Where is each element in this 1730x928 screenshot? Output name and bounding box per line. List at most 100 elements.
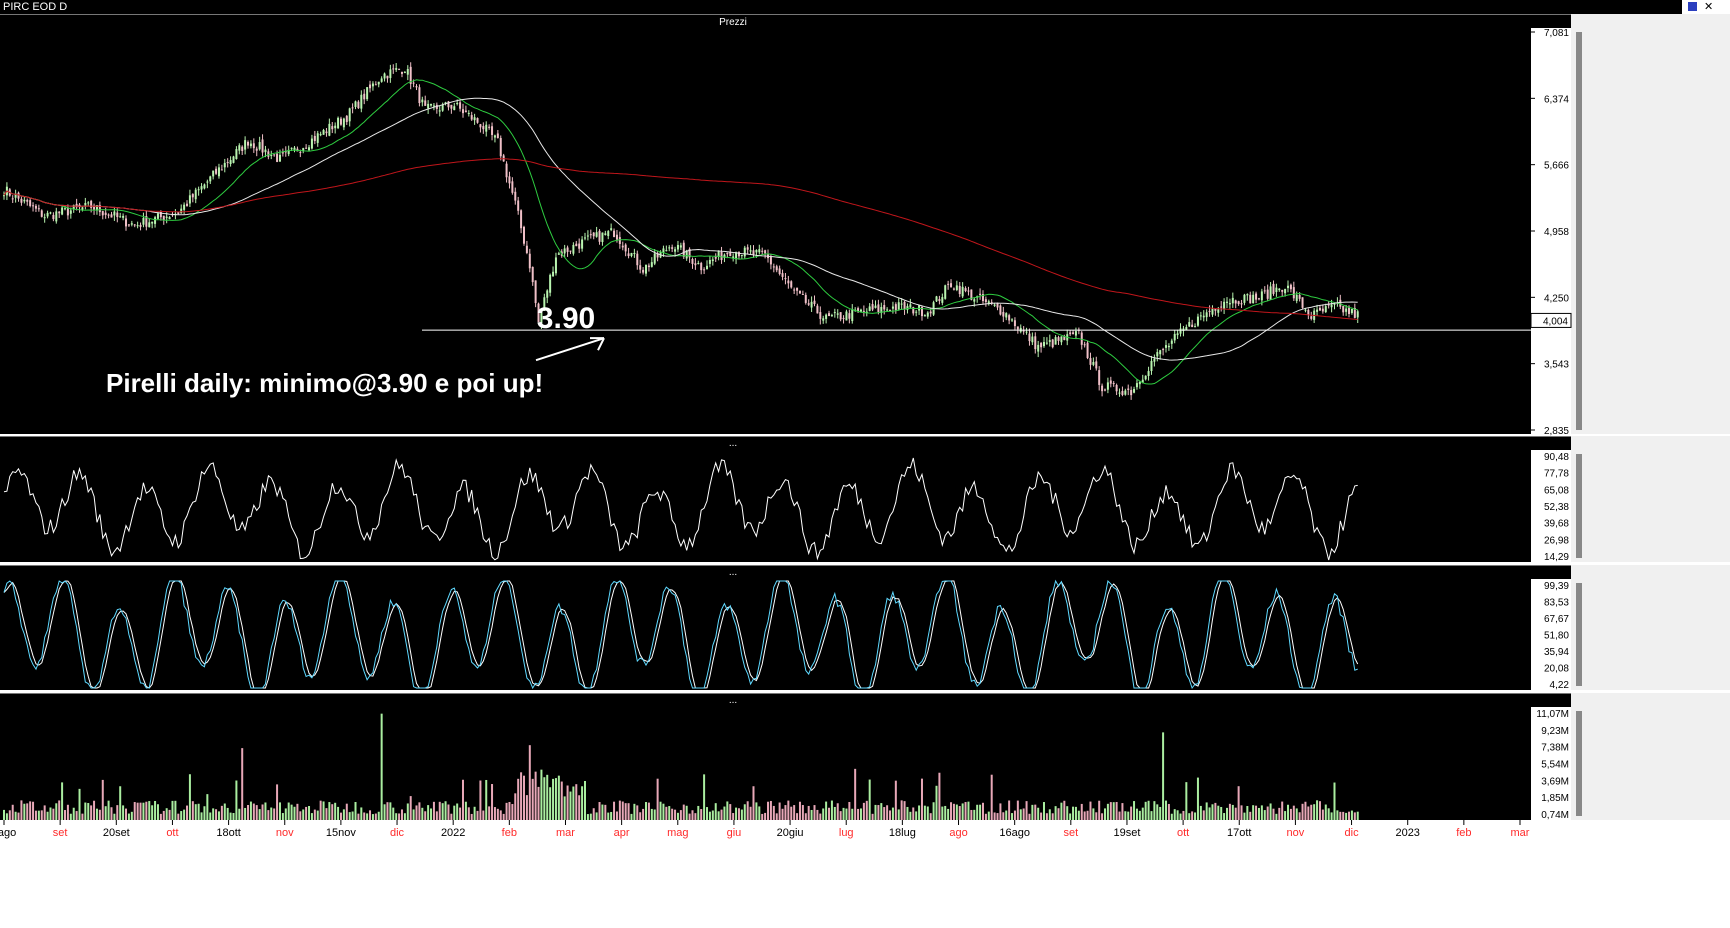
price-candle: [543, 297, 546, 311]
time-axis-label: 15nov: [326, 827, 356, 839]
price-candle: [845, 311, 848, 321]
g-osc-tick-label: 77,78: [1544, 469, 1569, 480]
volume-bar: [261, 804, 264, 820]
price-candle: [1118, 392, 1121, 394]
volume-bar: [281, 813, 284, 820]
volume-bar: [107, 800, 110, 820]
price-candle: [552, 271, 555, 277]
price-candle: [1106, 382, 1109, 390]
volume-bar: [75, 811, 78, 820]
time-axis-label: 18ott: [216, 827, 240, 839]
volume-bar: [560, 781, 563, 820]
volume-bar: [101, 779, 104, 820]
volume-bar: [162, 810, 165, 820]
volume-bar: [740, 809, 743, 820]
volume-bar: [955, 804, 958, 820]
oscillator-panel: ... 90,48 77,78 65,08 52,38 39,68 26,98 14,29: [0, 436, 1730, 563]
volume-bar: [1054, 806, 1057, 820]
volume-bar: [450, 813, 453, 820]
volume-bar: [993, 812, 996, 820]
volume-bar: [958, 806, 961, 820]
volume-bar: [967, 801, 970, 820]
price-candle: [406, 69, 409, 75]
price-candle: [1037, 344, 1040, 352]
price-candle: [113, 211, 116, 216]
price-candle: [1101, 385, 1104, 392]
price-candle: [1074, 331, 1077, 336]
price-candle: [874, 305, 877, 308]
volume-bar: [151, 805, 154, 820]
price-candle: [1330, 304, 1333, 308]
volume-bar: [639, 812, 642, 820]
volume-bar: [278, 802, 281, 820]
volume-bar: [34, 810, 37, 820]
volume-bar: [220, 805, 223, 820]
volume-bar: [412, 809, 415, 820]
volume-bar: [607, 812, 610, 820]
volume-bar: [1281, 801, 1284, 820]
price-candle: [859, 309, 862, 312]
price-candle: [217, 167, 220, 177]
price-candle: [528, 253, 531, 269]
volume-bar: [615, 811, 618, 820]
volume-bar: [903, 801, 906, 820]
price-candle: [110, 214, 113, 218]
time-axis-label: ott: [1177, 827, 1189, 839]
price-candle: [973, 299, 976, 302]
price-candle: [98, 205, 101, 213]
price-candle: [798, 290, 801, 294]
volume-bar: [1199, 805, 1202, 820]
price-candle: [961, 286, 964, 297]
price-candle: [566, 247, 569, 252]
volume-bar: [636, 805, 639, 820]
price-candle: [1135, 383, 1138, 388]
volume-bar: [621, 801, 624, 820]
price-candle: [1127, 388, 1130, 390]
volume-bar: [52, 808, 55, 820]
volume-bar: [1013, 810, 1016, 820]
price-candle: [645, 264, 648, 274]
price-candle: [369, 84, 372, 89]
price-scroll-area: [1571, 14, 1730, 434]
price-candle: [328, 123, 331, 136]
price-candle: [116, 212, 119, 218]
price-candle: [1051, 339, 1054, 348]
volume-bar: [331, 804, 334, 820]
price-candle: [139, 224, 142, 227]
stock-chart[interactable]: Prezzi 7,081 6,374 5,666 4,958 4,250 3,543 2,83…: [0, 14, 1730, 928]
volume-bar: [461, 779, 464, 820]
price-candle: [1284, 288, 1287, 294]
price-candle: [979, 293, 982, 296]
price-tick-label: 2,835: [1544, 426, 1569, 437]
price-candle: [450, 104, 453, 109]
price-candle: [784, 278, 787, 280]
volume-bar: [708, 811, 711, 820]
price-candle: [1098, 370, 1101, 385]
price-candle: [461, 109, 464, 114]
time-axis-label: 20giu: [777, 827, 804, 839]
price-candle: [305, 147, 308, 149]
volume-bar: [406, 803, 409, 820]
price-candle: [1240, 303, 1243, 305]
price-candle: [775, 266, 778, 271]
volume-bar: [430, 808, 433, 820]
volume-bar: [392, 807, 395, 820]
volume-bar: [1057, 808, 1060, 820]
volume-bar: [290, 804, 293, 820]
volume-bar: [1246, 806, 1249, 820]
price-candle: [255, 148, 258, 151]
price-candle: [1304, 309, 1307, 311]
restore-icon[interactable]: [1688, 2, 1697, 11]
volume-bar: [363, 812, 366, 820]
volume-bar: [409, 796, 412, 820]
volume-bar: [424, 811, 427, 820]
volume-bar: [1159, 806, 1162, 820]
volume-bar: [755, 802, 758, 820]
volume-bar: [171, 800, 174, 820]
volume-bar: [119, 786, 122, 820]
price-candle: [1194, 326, 1197, 328]
time-axis-label: set: [53, 827, 68, 839]
price-candle: [1141, 379, 1144, 383]
price-candle: [276, 153, 279, 162]
close-icon[interactable]: ✕: [1704, 1, 1714, 13]
